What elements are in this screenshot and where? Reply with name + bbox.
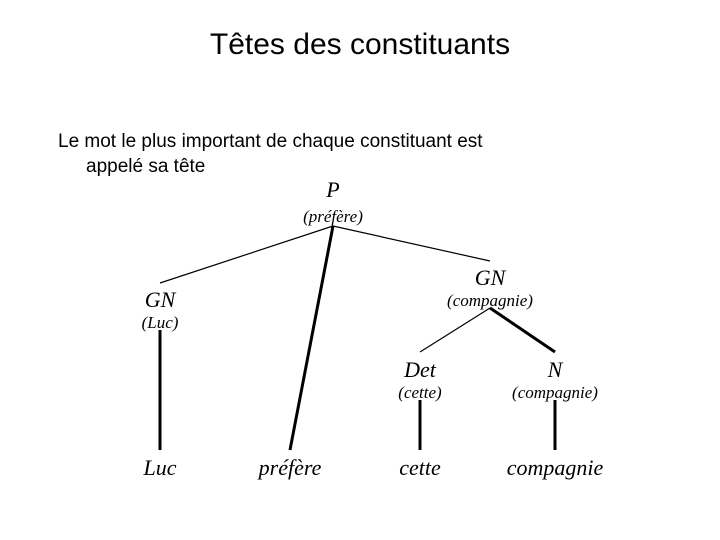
node-gn1: GN (80, 287, 240, 313)
node-n-head: (compagnie) (475, 383, 635, 403)
slide: Têtes des constituants Le mot le plus im… (0, 0, 720, 540)
node-gn1-head: (Luc) (80, 313, 240, 333)
node-p-head: (préfère) (253, 207, 413, 227)
node-p: P (253, 177, 413, 203)
leaf-compagnie: compagnie (475, 455, 635, 481)
node-gn2: GN (410, 265, 570, 291)
node-gn2-head: (compagnie) (410, 291, 570, 311)
node-n: N (475, 357, 635, 383)
